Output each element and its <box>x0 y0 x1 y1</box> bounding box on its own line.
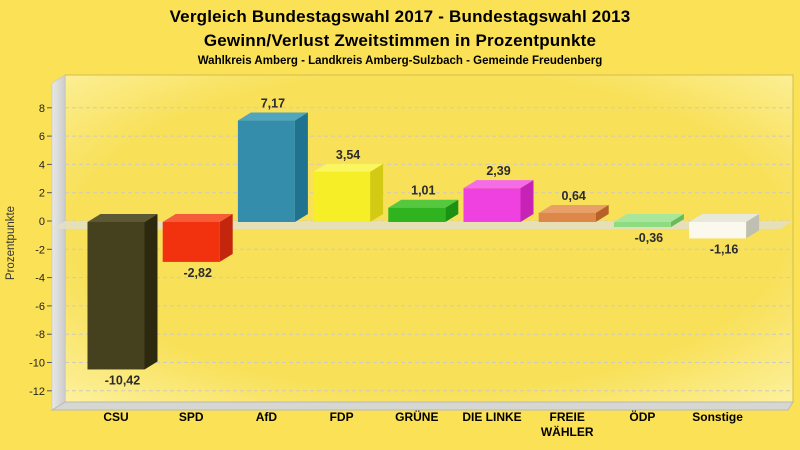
x-category-label: FREIE <box>550 410 585 424</box>
y-tick-label: -12 <box>29 386 45 398</box>
y-tick-label: 6 <box>39 131 45 143</box>
y-tick-label: 8 <box>39 103 45 115</box>
bar-side-face <box>294 112 308 222</box>
bar-fdp: 3,54 <box>313 148 384 222</box>
y-axis-title: Prozentpunkte <box>5 206 17 280</box>
bar-top-face <box>237 112 308 121</box>
bar-side-face <box>520 180 534 222</box>
bar-top-face <box>613 214 684 222</box>
bar-csu: -10,42 <box>87 214 158 387</box>
chart-title-line2: Gewinn/Verlust Zweitstimmen in Prozentpu… <box>203 31 597 50</box>
y-tick-label: -10 <box>29 358 45 370</box>
bar-value-label: -2,82 <box>183 266 212 280</box>
y-tick-label: -6 <box>35 301 45 313</box>
bar-value-label: 1,01 <box>411 184 435 198</box>
y-tick-label: 4 <box>39 159 45 171</box>
bar-front-face <box>388 207 446 222</box>
y-tick-label: -8 <box>35 329 45 341</box>
bar-top-face <box>162 214 233 222</box>
bar-value-label: 0,64 <box>562 189 586 203</box>
bar-side-face <box>670 214 684 228</box>
bar-value-label: 2,39 <box>486 164 510 178</box>
bar-front-face <box>162 222 220 262</box>
x-category-label: Sonstige <box>692 410 743 424</box>
x-category-label: CSU <box>103 410 128 424</box>
bar--dp: -0,36 <box>613 214 684 245</box>
bar-freie-w-hler: 0,64 <box>538 189 609 222</box>
bar-front-face <box>87 222 145 370</box>
bar-front-face <box>613 222 671 228</box>
bar-front-face <box>463 188 521 222</box>
left-wall-3d <box>51 74 66 411</box>
bar-afd: 7,17 <box>237 97 308 222</box>
bar-value-label: -1,16 <box>710 242 739 256</box>
bar-sonstige: -1,16 <box>689 214 760 256</box>
bar-front-face <box>538 212 596 222</box>
bar-top-face <box>689 214 760 222</box>
bar-gr-ne: 1,01 <box>388 184 459 222</box>
bar-top-face <box>538 204 609 213</box>
y-tick-label: -2 <box>35 244 45 256</box>
zero-plane <box>52 221 793 229</box>
x-category-label: GRÜNE <box>395 409 438 424</box>
bar-value-label: -10,42 <box>105 373 140 387</box>
bar-side-face <box>144 214 158 370</box>
bar-top-face <box>463 180 534 189</box>
y-tick-label: 0 <box>39 216 45 228</box>
chart-title-line1: Vergleich Bundestagswahl 2017 - Bundesta… <box>169 7 631 26</box>
bar-value-label: -0,36 <box>635 231 664 245</box>
bar-side-face <box>746 214 760 239</box>
chart-header: Vergleich Bundestagswahl 2017 - Bundesta… <box>0 5 800 67</box>
bar-side-face <box>595 204 609 222</box>
bars: -10,42 -2,82 7,17 3,54 1,01 2,39 0,64 -0,36 -1,1… <box>87 97 760 387</box>
bar-front-face <box>237 120 295 222</box>
bar-top-face <box>87 214 158 222</box>
bar-side-face <box>370 163 384 222</box>
bar-spd: -2,82 <box>162 214 233 280</box>
bar-top-face <box>388 199 459 208</box>
bar-side-face <box>219 214 233 262</box>
chart-subtitle: Wahlkreis Amberg - Landkreis Amberg-Sulz… <box>197 55 603 67</box>
bar-front-face <box>689 222 747 239</box>
bar-top-face <box>313 163 384 172</box>
x-category-label: WÄHLER <box>541 424 594 439</box>
bar-value-label: 3,54 <box>336 148 360 162</box>
y-axis-ticks: 8 6 4 2 0 -2 -4 -6 -8 -10 -12 <box>29 103 53 398</box>
x-category-label: FDP <box>330 410 354 424</box>
x-category-label: SPD <box>179 410 204 424</box>
bar-value-label: 7,17 <box>261 97 285 111</box>
bar-die-linke: 2,39 <box>463 164 534 222</box>
y-tick-label: 2 <box>39 188 45 200</box>
floor-3d <box>50 401 794 411</box>
y-tick-label: -4 <box>35 273 45 285</box>
bar-front-face <box>313 171 371 222</box>
x-category-label: AfD <box>256 410 278 424</box>
x-category-label: DIE LINKE <box>462 410 521 424</box>
bar-side-face <box>445 199 459 222</box>
x-category-label: ÖDP <box>629 409 655 424</box>
